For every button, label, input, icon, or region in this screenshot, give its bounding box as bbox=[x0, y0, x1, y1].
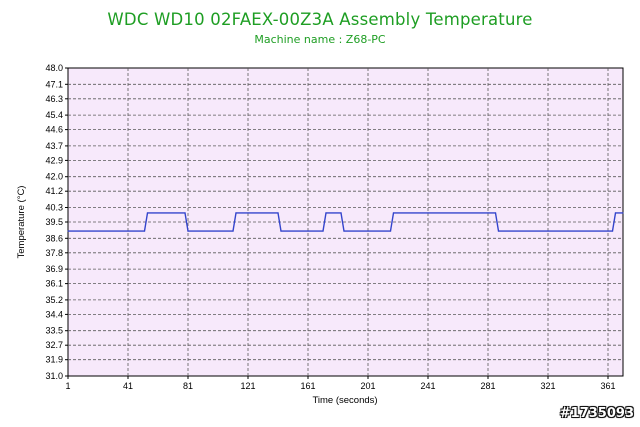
series-point bbox=[340, 212, 342, 214]
x-tick-label: 81 bbox=[183, 381, 193, 391]
chart-subtitle: Machine name : Z68-PC bbox=[254, 33, 386, 46]
series-point bbox=[187, 230, 189, 232]
y-tick-label: 45.4 bbox=[45, 110, 63, 120]
series-point bbox=[392, 212, 395, 214]
y-tick-label: 46.3 bbox=[45, 94, 63, 104]
y-tick-label: 36.1 bbox=[45, 279, 63, 289]
series-point bbox=[611, 230, 614, 232]
series-point bbox=[497, 230, 500, 232]
series-point bbox=[232, 230, 234, 232]
x-tick-label: 161 bbox=[300, 381, 315, 391]
axis-ticks: 48.0 47.1 46.3 45.4 44.6 43.7 42.9 42.0 41.2 40.3… bbox=[45, 63, 615, 391]
temperature-series-line bbox=[68, 212, 623, 232]
y-tick-label: 47.1 bbox=[45, 79, 63, 89]
series-point bbox=[277, 212, 279, 214]
series-layer bbox=[67, 212, 624, 232]
series-point bbox=[143, 230, 146, 232]
x-tick-label: 201 bbox=[360, 381, 375, 391]
y-tick-label: 42.9 bbox=[45, 155, 63, 165]
y-tick-label: 35.2 bbox=[45, 295, 63, 305]
y-tick-label: 32.7 bbox=[45, 340, 63, 350]
y-tick-label: 33.5 bbox=[45, 326, 63, 336]
y-tick-label: 36.9 bbox=[45, 264, 63, 274]
grid-lines bbox=[68, 68, 623, 376]
series-point bbox=[235, 212, 237, 214]
x-tick-label: 41 bbox=[123, 381, 133, 391]
y-tick-label: 41.2 bbox=[45, 186, 63, 196]
y-tick-label: 40.3 bbox=[45, 203, 63, 213]
series-point bbox=[146, 212, 149, 214]
x-tick-label: 121 bbox=[240, 381, 255, 391]
y-tick-label: 34.4 bbox=[45, 309, 63, 319]
series-point bbox=[389, 230, 392, 232]
x-tick-label: 361 bbox=[600, 381, 615, 391]
series-point bbox=[325, 212, 327, 214]
series-point bbox=[184, 212, 186, 214]
y-tick-label: 38.6 bbox=[45, 233, 63, 243]
y-tick-label: 43.7 bbox=[45, 141, 63, 151]
series-point bbox=[614, 212, 617, 214]
x-tick-label: 241 bbox=[420, 381, 435, 391]
series-point bbox=[280, 230, 282, 232]
x-axis-title: Time (seconds) bbox=[312, 395, 377, 406]
y-tick-label: 44.6 bbox=[45, 125, 63, 135]
y-axis-title: Temperature (°C) bbox=[16, 186, 27, 259]
y-tick-label: 39.5 bbox=[45, 217, 63, 227]
y-tick-label: 31.0 bbox=[45, 371, 63, 381]
chart-title: WDC WD10 02FAEX-00Z3A Assembly Temperatu… bbox=[107, 10, 533, 29]
y-tick-label: 37.8 bbox=[45, 248, 63, 258]
y-tick-label: 31.9 bbox=[45, 355, 63, 365]
x-tick-label: 321 bbox=[540, 381, 555, 391]
series-point bbox=[322, 230, 324, 232]
series-point bbox=[494, 212, 497, 214]
x-tick-label: 281 bbox=[480, 381, 495, 391]
series-point bbox=[622, 212, 624, 214]
watermark-id: #1735093 bbox=[559, 406, 634, 421]
series-point bbox=[343, 230, 345, 232]
y-tick-label: 48.0 bbox=[45, 63, 63, 73]
series-point bbox=[67, 230, 69, 232]
y-tick-label: 42.0 bbox=[45, 172, 63, 182]
x-tick-label: 1 bbox=[65, 381, 70, 391]
